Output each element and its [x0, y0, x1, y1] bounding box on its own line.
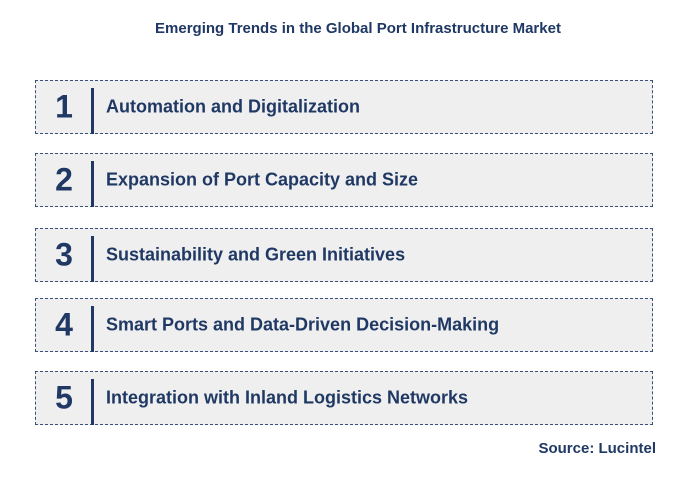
trend-item-3: 3 Sustainability and Green Initiatives	[35, 228, 653, 282]
trend-item-2: 2 Expansion of Port Capacity and Size	[35, 153, 653, 207]
trend-label: Smart Ports and Data-Driven Decision-Mak…	[106, 314, 500, 335]
trend-number: 5	[55, 379, 73, 416]
trend-label: Automation and Digitalization	[106, 96, 360, 117]
trend-divider	[91, 161, 94, 207]
trend-number: 4	[55, 306, 73, 343]
trend-divider	[91, 88, 94, 134]
trend-label: Integration with Inland Logistics Networ…	[106, 387, 469, 408]
trend-divider	[91, 379, 94, 425]
source-credit: Source: Lucintel	[538, 440, 656, 457]
trend-item-4: 4 Smart Ports and Data-Driven Decision-M…	[35, 298, 653, 352]
trend-divider	[91, 306, 94, 352]
trend-item-5: 5 Integration with Inland Logistics Netw…	[35, 371, 653, 425]
trend-number: 3	[55, 236, 73, 273]
trend-label: Sustainability and Green Initiatives	[106, 244, 406, 265]
trend-number: 1	[55, 88, 73, 125]
chart-title: Emerging Trends in the Global Port Infra…	[155, 20, 561, 37]
trend-item-1: 1 Automation and Digitalization	[35, 80, 653, 134]
trend-divider	[91, 236, 94, 282]
trend-number: 2	[55, 161, 73, 198]
trend-label: Expansion of Port Capacity and Size	[106, 169, 419, 190]
